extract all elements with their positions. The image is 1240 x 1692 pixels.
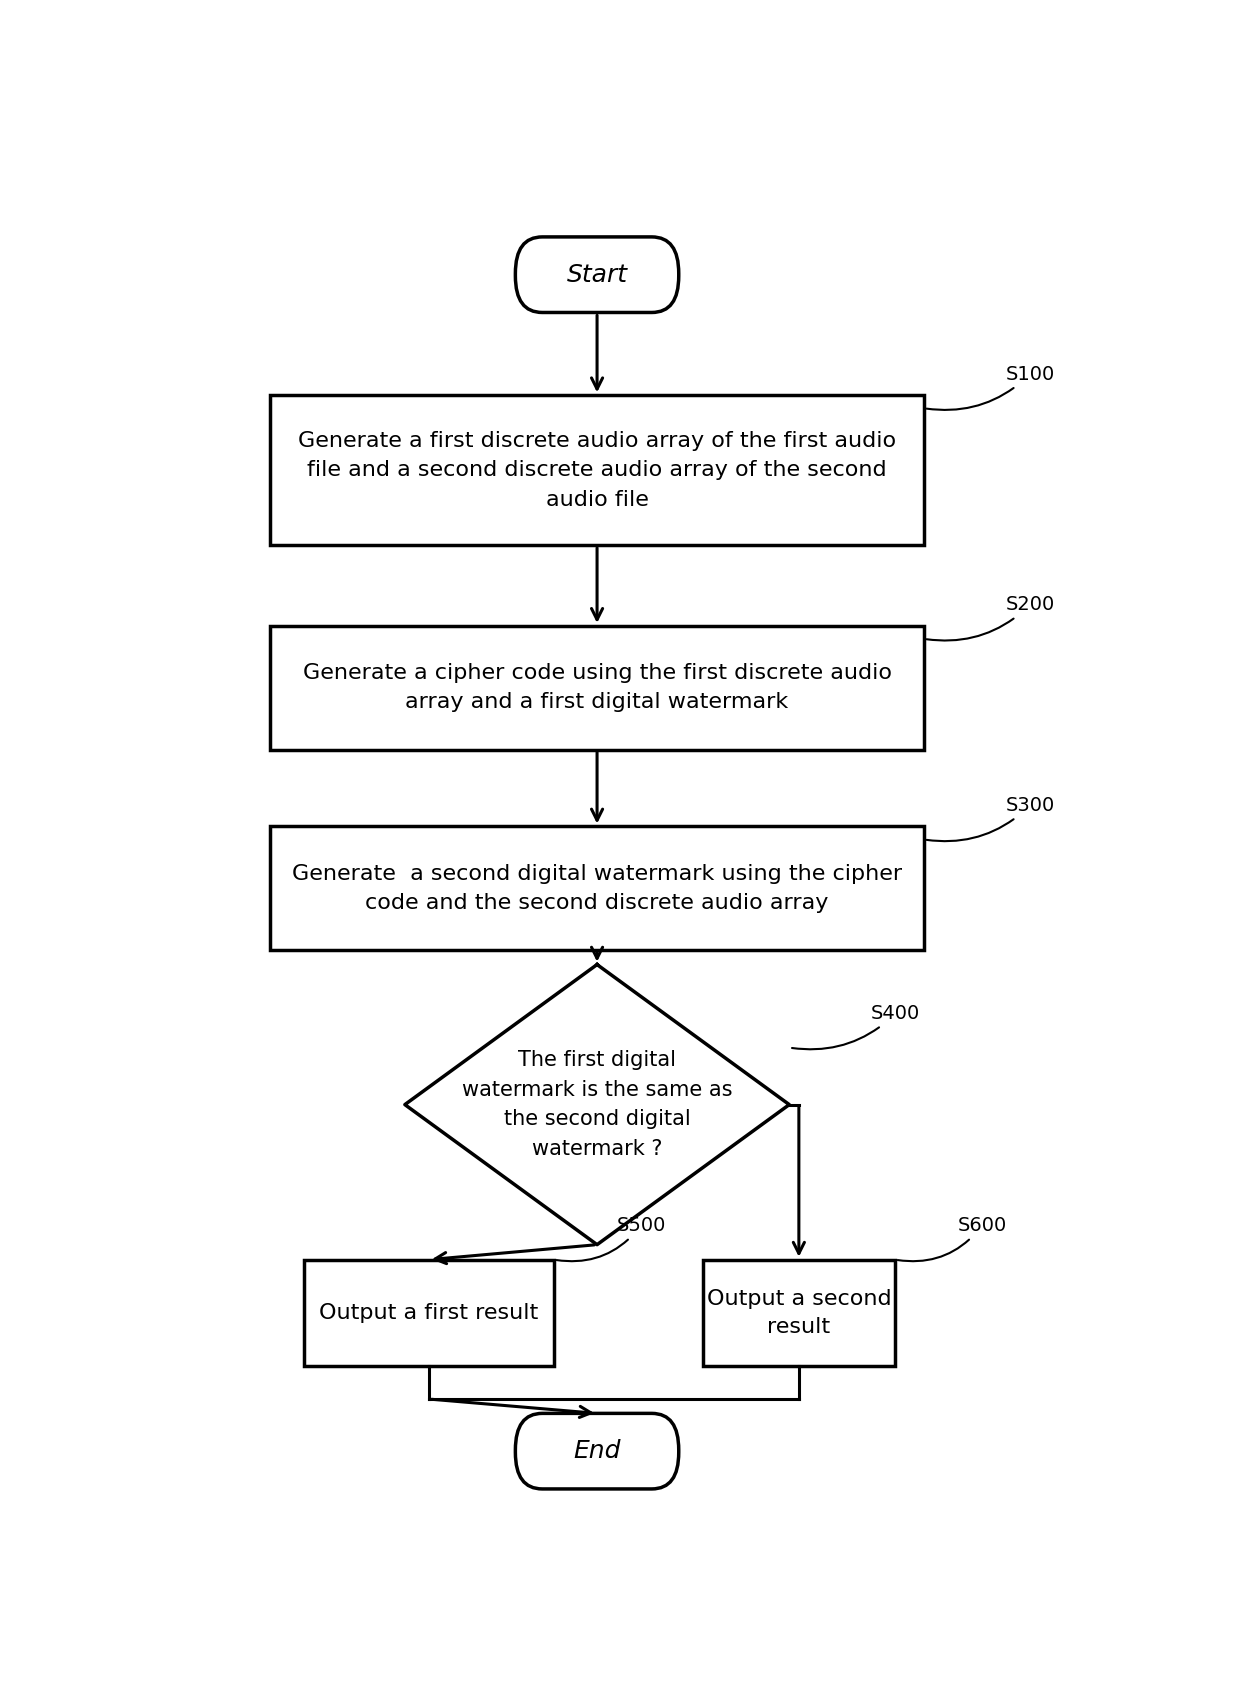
Bar [270, 626, 924, 750]
Text: Output a second
result: Output a second result [707, 1289, 892, 1337]
Text: S400: S400 [792, 1003, 920, 1049]
Bar [304, 1259, 554, 1367]
Text: Start: Start [567, 262, 627, 286]
Bar [270, 396, 924, 545]
Text: S600: S600 [898, 1217, 1007, 1261]
Bar [703, 1259, 895, 1367]
Text: Generate  a second digital watermark using the cipher
code and the second discre: Generate a second digital watermark usin… [291, 863, 903, 914]
Text: S100: S100 [926, 364, 1055, 409]
Text: The first digital
watermark is the same as
the second digital
watermark ?: The first digital watermark is the same … [461, 1051, 733, 1159]
Text: Output a first result: Output a first result [319, 1303, 538, 1323]
Text: Generate a first discrete audio array of the first audio
file and a second discr: Generate a first discrete audio array of… [298, 430, 897, 509]
Text: S500: S500 [557, 1217, 666, 1261]
Polygon shape [404, 964, 789, 1245]
Text: S200: S200 [926, 596, 1055, 641]
Text: S300: S300 [926, 795, 1055, 841]
FancyBboxPatch shape [516, 237, 678, 313]
FancyBboxPatch shape [516, 1413, 678, 1489]
Text: Generate a cipher code using the first discrete audio
array and a first digital : Generate a cipher code using the first d… [303, 663, 892, 712]
Bar [270, 826, 924, 951]
Text: End: End [573, 1440, 621, 1464]
